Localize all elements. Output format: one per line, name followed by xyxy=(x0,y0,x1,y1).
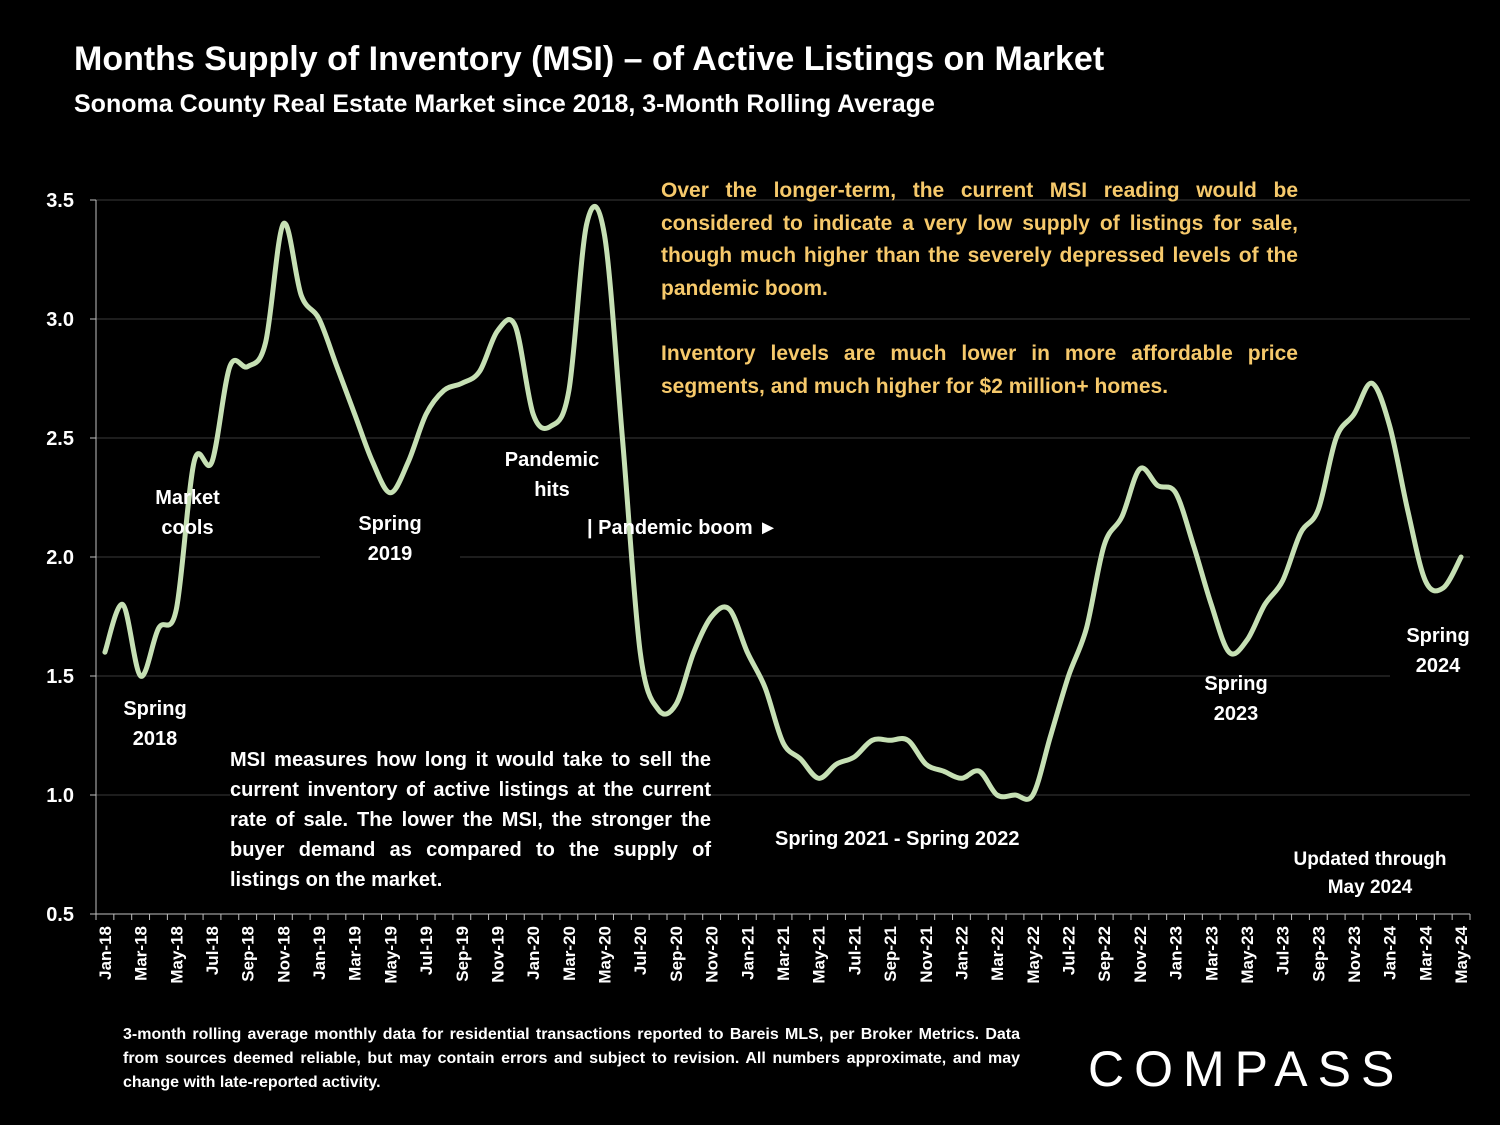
annotation-line: Spring xyxy=(1204,673,1268,695)
x-tick-label: Sep-21 xyxy=(881,926,900,982)
x-tick-label: Mar-23 xyxy=(1202,926,1221,981)
annotation-line: Spring xyxy=(358,513,422,535)
annotation-spring-2021-2022: Spring 2021 - Spring 2022 xyxy=(775,828,1020,850)
long-term-note: Over the longer-term, the current MSI re… xyxy=(661,179,1298,300)
inventory-levels-note: Inventory levels are much lower in more … xyxy=(661,342,1298,398)
annotation-line: 2019 xyxy=(367,543,413,565)
annotation-line: Market xyxy=(155,487,220,509)
annotation-line: Spring xyxy=(1406,625,1470,647)
compass-logo: COMPASS xyxy=(1088,1041,1405,1097)
x-tick-label: May-19 xyxy=(381,926,400,984)
annotation-spring-2023: Spring 2023 xyxy=(1192,669,1280,729)
x-tick-labels: Jan-18 Mar-18 May-18 Jul-18 Sep-18 Nov-18 Jan-… xyxy=(96,925,1471,983)
x-tick-label: Jan-23 xyxy=(1167,926,1186,980)
y-tick-label: 2.5 xyxy=(46,428,74,450)
x-tick-label: Sep-22 xyxy=(1095,926,1114,982)
annotation-line: Spring xyxy=(123,698,187,720)
x-tick-label: Jan-19 xyxy=(310,926,329,980)
x-tick-label: Nov-21 xyxy=(917,926,936,983)
x-tick-label: Nov-20 xyxy=(703,926,722,983)
x-tick-label: Jan-20 xyxy=(524,926,543,980)
x-tick-label: Jul-22 xyxy=(1060,926,1079,975)
y-tick-label: 2.0 xyxy=(46,547,74,569)
annotation-line: hits xyxy=(534,479,570,501)
msi-series-line xyxy=(102,203,1464,802)
annotation-line: May 2024 xyxy=(1327,877,1413,898)
y-tick-label: 1.5 xyxy=(46,666,74,688)
msi-definition-note: MSI measures how long it would take to s… xyxy=(230,745,711,895)
x-tick-label: Mar-22 xyxy=(988,926,1007,981)
annotation-line: Updated through xyxy=(1293,849,1447,870)
x-tick-label: May-20 xyxy=(596,926,615,984)
chart-subtitle: Sonoma County Real Estate Market since 2… xyxy=(74,90,935,118)
annotation-spring-2018: Spring 2018 xyxy=(113,694,197,754)
y-tick-label: 0.5 xyxy=(46,904,74,926)
x-tick-label: Jan-22 xyxy=(952,926,971,980)
x-tick-label: Mar-20 xyxy=(560,926,579,981)
annotation-line: 2023 xyxy=(1213,703,1259,725)
x-tick-label: Jul-20 xyxy=(631,926,650,975)
y-tick-label: 1.0 xyxy=(46,785,74,807)
y-tick-labels: 0.5 1.0 1.5 2.0 2.5 3.0 3.5 xyxy=(46,190,74,926)
x-tick-label: May-18 xyxy=(167,926,186,984)
annotation-pandemic-boom: | Pandemic boom ► xyxy=(587,517,778,539)
annotation-spring-2024: Spring 2024 xyxy=(1390,621,1486,681)
annotation-pandemic-hits: Pandemic hits xyxy=(493,445,611,505)
x-tick-label: Jul-18 xyxy=(203,926,222,975)
x-tick-label: Sep-18 xyxy=(239,926,258,982)
x-tick-label: Mar-19 xyxy=(346,926,365,981)
y-tick-label: 3.0 xyxy=(46,309,74,331)
x-tick-label: Sep-19 xyxy=(453,926,472,982)
x-tick-label: May-21 xyxy=(810,926,829,984)
x-tick-label: Mar-24 xyxy=(1416,925,1435,980)
annotation-spring-2019: Spring 2019 xyxy=(320,509,460,569)
x-tick-label: May-22 xyxy=(1024,926,1043,984)
annotation-line: Pandemic xyxy=(504,449,600,471)
y-tick-label: 3.5 xyxy=(46,190,74,212)
x-tick-label: Nov-22 xyxy=(1131,926,1150,983)
x-tick-label: May-24 xyxy=(1452,925,1471,983)
x-tick-label: Jan-24 xyxy=(1381,925,1400,979)
annotation-line: 2024 xyxy=(1415,655,1461,677)
x-tick-label: Nov-23 xyxy=(1345,926,1364,983)
x-tick-label: Mar-21 xyxy=(774,926,793,981)
x-tick-label: Nov-19 xyxy=(488,926,507,983)
x-tick-label: Jan-21 xyxy=(738,926,757,980)
annotation-market-cools: Market cools xyxy=(140,483,235,543)
annotation-line: 2018 xyxy=(132,728,178,750)
x-tick-label: Nov-18 xyxy=(274,926,293,983)
annotation-line: cools xyxy=(161,517,214,539)
x-tick-label: Jul-23 xyxy=(1274,926,1293,975)
x-tick-label: May-23 xyxy=(1238,926,1257,984)
x-tick-label: Jan-18 xyxy=(96,926,115,980)
source-footnote: 3-month rolling average monthly data for… xyxy=(123,1026,1020,1091)
x-tick-label: Mar-18 xyxy=(132,926,151,981)
x-tick-label: Jul-19 xyxy=(417,926,436,975)
x-tick-label: Sep-23 xyxy=(1309,926,1328,982)
axes xyxy=(90,199,1471,920)
chart-title: Months Supply of Inventory (MSI) – of Ac… xyxy=(74,40,1105,78)
x-tick-label: Sep-20 xyxy=(667,926,686,982)
annotation-updated-through: Updated through May 2024 xyxy=(1278,846,1462,902)
x-tick-label: Jul-21 xyxy=(845,926,864,975)
msi-line-chart: 0.5 1.0 1.5 2.0 2.5 3.0 3.5 Jan-18 Mar-18 May-18… xyxy=(46,190,1471,984)
